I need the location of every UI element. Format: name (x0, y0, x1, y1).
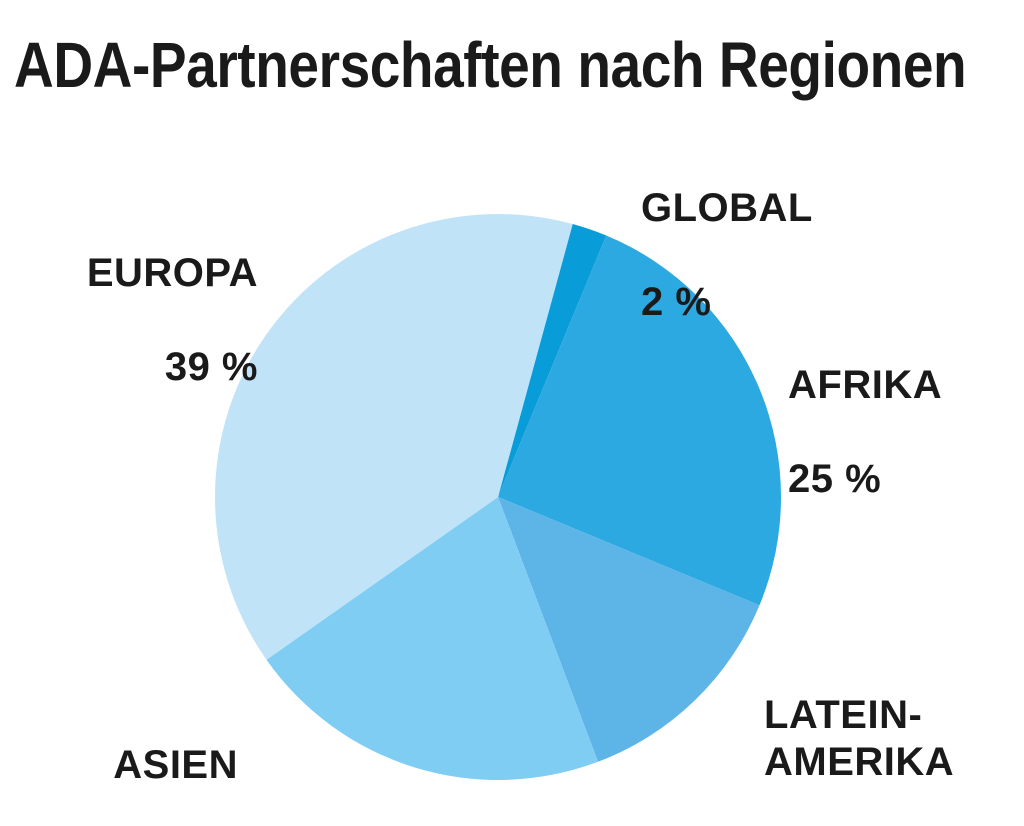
slice-label-lateinamerika: LATEIN- AMERIKA 13 % (764, 645, 954, 826)
pie-slice-global (498, 224, 607, 497)
slice-label-global: GLOBAL 2 % (641, 138, 813, 373)
slice-name: ASIEN (113, 743, 238, 787)
slice-label-afrika: AFRIKA 25 % (788, 315, 942, 550)
slice-value: 2 % (641, 280, 712, 324)
slice-value: 39 % (164, 345, 258, 389)
pie-slice-afrika (498, 235, 782, 606)
slice-label-asien: ASIEN 21 % (79, 695, 238, 826)
slice-label-europa: EUROPA 39 % (57, 203, 258, 438)
page-title: ADA-Partnerschaften nach Regionen (14, 29, 967, 101)
slice-name: GLOBAL (641, 186, 813, 230)
slice-value: 25 % (788, 457, 882, 501)
slice-name: EUROPA (86, 251, 258, 295)
pie-slice-lateinamerika (498, 497, 760, 762)
slice-name: LATEIN- AMERIKA (764, 693, 955, 784)
pie-slice-europa (214, 213, 573, 660)
slice-name: AFRIKA (788, 363, 943, 407)
pie-slice-asien (266, 497, 599, 781)
